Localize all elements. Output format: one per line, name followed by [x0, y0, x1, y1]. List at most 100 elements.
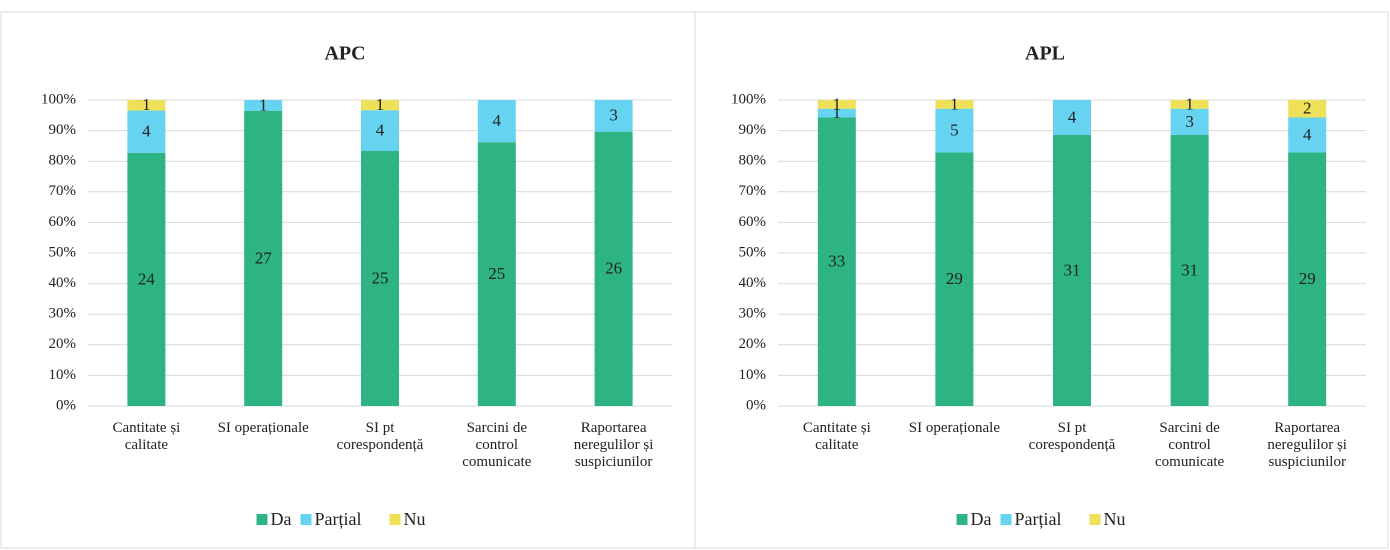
data-label: 3	[1185, 112, 1194, 131]
legend-swatch	[389, 514, 401, 525]
legend-swatch	[1089, 514, 1101, 525]
data-label: 25	[488, 264, 505, 283]
data-label: 2	[1303, 99, 1312, 118]
bar-segment	[817, 117, 856, 406]
y-tick-label: 90%	[739, 122, 767, 138]
x-tick-label: Sarcini de control comunicate	[462, 420, 532, 470]
bar-segment	[1288, 152, 1327, 406]
data-label: 5	[950, 121, 959, 140]
bar-segment	[935, 108, 974, 153]
bar-segment	[1288, 117, 1327, 153]
data-label: 1	[1185, 94, 1194, 113]
legend-label: Parțial	[315, 509, 362, 529]
legend-label: Nu	[404, 509, 426, 529]
bar-segment	[935, 100, 974, 109]
bar-segment	[244, 110, 283, 406]
bar-segment	[477, 142, 516, 406]
bar-segment	[244, 100, 283, 111]
bar-segment	[817, 108, 856, 118]
bar-segment	[817, 100, 856, 109]
y-tick-label: 100%	[41, 91, 76, 107]
panel	[0, 11, 696, 549]
data-label: 1	[259, 95, 268, 114]
data-label: 29	[1299, 269, 1316, 288]
x-tick-label: Cantitate și calitate	[112, 420, 181, 453]
x-tick-label: Sarcini de control comunicate	[1155, 420, 1225, 470]
data-label: 24	[138, 269, 156, 288]
y-tick-label: 80%	[739, 153, 767, 169]
bar-segment	[361, 151, 399, 406]
y-tick-label: 80%	[49, 153, 77, 169]
data-label: 4	[142, 122, 151, 141]
y-tick-label: 10%	[49, 367, 77, 383]
x-tick-label: SI operaționale	[908, 420, 1000, 436]
data-label: 1	[142, 95, 151, 114]
legend-label: Da	[971, 509, 992, 529]
legend-label: Parțial	[1015, 509, 1062, 529]
y-tick-label: 60%	[49, 214, 77, 230]
legend-swatch	[1000, 514, 1012, 525]
y-tick-label: 0%	[56, 397, 76, 413]
bar-segment	[594, 131, 633, 407]
data-label: 31	[1181, 260, 1198, 279]
panel	[694, 11, 1389, 549]
x-tick-label: Raportarea neregulilor și suspiciunilor	[1267, 420, 1347, 470]
chart-title: APC	[324, 43, 365, 65]
bar-segment	[1053, 134, 1091, 406]
y-tick-label: 60%	[739, 214, 767, 230]
y-tick-label: 90%	[49, 122, 77, 138]
y-tick-label: 50%	[49, 244, 77, 260]
chart-title: APL	[1025, 43, 1065, 65]
bar-segment	[127, 100, 166, 111]
y-tick-label: 70%	[49, 183, 77, 199]
data-label: 1	[376, 95, 385, 114]
y-tick-label: 70%	[739, 183, 767, 199]
y-tick-label: 20%	[49, 336, 77, 352]
x-tick-label: Cantitate și calitate	[802, 420, 871, 453]
bar-segment	[477, 100, 516, 143]
y-tick-label: 40%	[49, 275, 77, 291]
data-label: 27	[255, 248, 273, 267]
data-label: 4	[1303, 125, 1312, 144]
y-tick-label: 10%	[739, 367, 767, 383]
data-label: 1	[950, 94, 959, 113]
y-tick-label: 20%	[739, 336, 767, 352]
bar-segment	[1170, 134, 1209, 406]
y-tick-label: 30%	[49, 306, 77, 322]
data-label: 4	[493, 111, 502, 130]
bar-segment	[935, 152, 974, 406]
data-label: 1	[833, 94, 842, 113]
data-label: 4	[1068, 107, 1077, 126]
data-label: 33	[828, 252, 845, 271]
x-tick-label: SI pt corespondență	[336, 420, 424, 453]
data-label: 29	[946, 269, 963, 288]
legend-swatch	[256, 514, 268, 525]
y-tick-label: 30%	[739, 306, 767, 322]
bar-segment	[1170, 100, 1209, 109]
bar-segment	[1288, 100, 1327, 118]
y-tick-label: 40%	[739, 275, 767, 291]
bar-segment	[127, 110, 166, 153]
legend-label: Da	[271, 509, 292, 529]
data-label: 4	[376, 121, 385, 140]
bar-segment	[1053, 100, 1091, 135]
y-tick-label: 50%	[739, 244, 767, 260]
x-tick-label: SI pt corespondență	[1028, 420, 1116, 453]
legend-swatch	[300, 514, 312, 525]
bar-segment	[594, 100, 633, 132]
bar-segment	[361, 110, 399, 151]
legend-swatch	[956, 514, 968, 525]
data-label: 1	[833, 103, 842, 122]
bar-segment	[127, 152, 166, 406]
data-label: 3	[609, 106, 618, 125]
data-label: 31	[1064, 260, 1081, 279]
y-tick-label: 100%	[731, 91, 766, 107]
data-label: 25	[372, 268, 389, 287]
legend-label: Nu	[1104, 509, 1126, 529]
bar-segment	[1170, 108, 1209, 135]
x-tick-label: SI operaționale	[217, 420, 309, 436]
x-tick-label: Raportarea neregulilor și suspiciunilor	[573, 420, 654, 470]
bar-segment	[361, 100, 399, 111]
